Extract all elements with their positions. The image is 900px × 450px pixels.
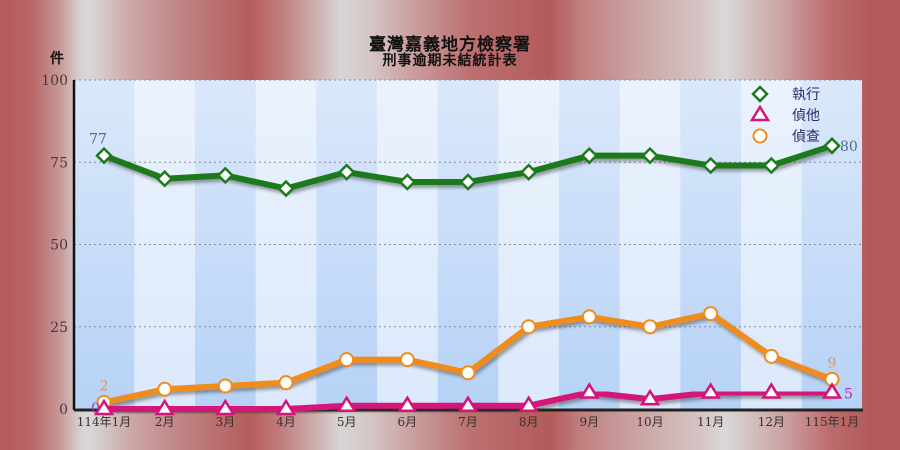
y-tick-label: 50 (50, 238, 68, 254)
plot-band (801, 80, 862, 409)
circle-marker (278, 375, 294, 391)
triangle-marker (639, 388, 661, 406)
x-tick-label: 4月 (276, 415, 296, 429)
triangle-marker (215, 398, 236, 416)
diamond-marker (519, 163, 538, 181)
triangle-marker (336, 395, 357, 412)
x-tick-label: 114年1月 (77, 415, 132, 429)
triangle-marker (749, 104, 771, 122)
x-axis-ticks: 114年1月 2月 3月 4月 5月 6月 7月 8月 9月 10月 11月 12月 115年1月 (77, 415, 860, 429)
circle-marker (460, 365, 476, 381)
legend-label: 偵查 (792, 129, 820, 145)
x-tick-label: 9月 (580, 415, 600, 429)
x-tick-label: 11月 (697, 415, 724, 429)
x-tick-label: 10月 (636, 415, 663, 429)
triangle-marker (275, 398, 297, 416)
diamond-marker (701, 156, 720, 175)
x-tick-label: 5月 (337, 415, 357, 429)
circle-marker (642, 319, 658, 335)
chart-title: 臺灣嘉義地方檢察署 (369, 35, 531, 55)
data-label: 2 (100, 378, 109, 394)
triangle-marker (93, 398, 115, 416)
diamond-marker (398, 173, 417, 191)
x-tick-label: 6月 (398, 415, 418, 429)
legend-label: 偵他 (792, 108, 820, 124)
data-label: 5 (844, 387, 853, 403)
data-label: 77 (89, 132, 107, 148)
legend-item: 偵查 (739, 128, 820, 145)
circle-marker (763, 348, 779, 364)
y-axis-ticks: 0 25 50 75 100 (41, 73, 68, 418)
data-label: 80 (840, 139, 858, 155)
triangle-marker (154, 398, 175, 416)
circle-marker (581, 309, 597, 325)
series-triangle (93, 382, 843, 416)
diamond-marker (641, 146, 659, 165)
series-diamond (95, 137, 841, 198)
x-tick-label: 115年1月 (805, 415, 860, 429)
legend-item: 執行 (739, 85, 820, 103)
data-label: 0 (91, 401, 100, 417)
plot-area (74, 80, 862, 409)
y-tick-label: 75 (50, 155, 68, 171)
y-tick-label: 100 (41, 73, 68, 89)
diamond-marker (216, 166, 235, 185)
series-lines (93, 137, 843, 416)
circle-marker (399, 352, 415, 368)
triangle-marker (579, 382, 600, 399)
circle-marker (339, 352, 355, 368)
triangle-marker (761, 382, 782, 399)
diamond-marker (155, 169, 174, 188)
x-tick-label: 8月 (519, 415, 539, 429)
chart-subtitle: 刑事逾期未結統計表 (382, 53, 518, 69)
diamond-marker (751, 85, 769, 103)
x-tick-label: 2月 (155, 415, 175, 429)
circle-marker (752, 128, 768, 144)
diamond-marker (459, 173, 477, 191)
y-tick-label: 25 (50, 320, 68, 336)
x-tick-label: 12月 (758, 415, 785, 429)
data-labels: 77 80 0 5 2 9 (89, 132, 858, 417)
diamond-marker (580, 146, 599, 165)
circle-marker (521, 319, 537, 335)
triangle-marker (457, 395, 479, 412)
x-tick-label: 3月 (216, 415, 236, 429)
diamond-marker (762, 156, 781, 175)
circle-marker (157, 381, 173, 397)
diamond-marker (95, 146, 113, 165)
diamond-marker (277, 179, 295, 198)
diamond-marker (337, 163, 356, 181)
y-tick-label: 0 (59, 402, 68, 418)
x-tick-label: 7月 (458, 415, 478, 429)
triangle-marker (518, 395, 539, 412)
triangle-marker (700, 382, 721, 399)
y-axis-unit-label: 件 (50, 51, 64, 67)
circle-marker (217, 378, 233, 394)
triangle-marker (397, 395, 418, 412)
legend-item: 偵他 (739, 104, 820, 124)
diamond-marker (823, 137, 841, 155)
data-label: 9 (828, 355, 837, 371)
circle-marker (703, 306, 719, 322)
legend-label: 執行 (792, 87, 820, 103)
triangle-marker (821, 382, 843, 399)
series-circle (96, 306, 840, 410)
